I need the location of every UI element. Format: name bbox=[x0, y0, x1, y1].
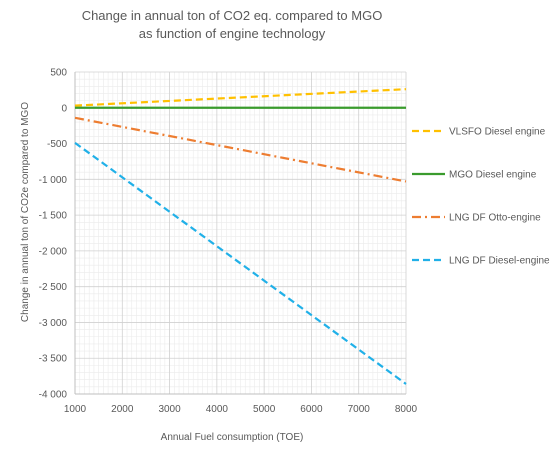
x-tick-label: 8000 bbox=[395, 404, 418, 415]
y-tick-label: -2 500 bbox=[39, 282, 68, 293]
chart-title-line-1: Change in annual ton of CO2 eq. compared… bbox=[82, 8, 383, 23]
series-line-vlsfo-diesel-engine bbox=[74, 88, 407, 107]
y-tick-label: -1 000 bbox=[39, 175, 68, 186]
grid bbox=[74, 71, 407, 395]
y-tick-label: -1 500 bbox=[39, 211, 68, 222]
series-line-lng-df-diesel-engine bbox=[74, 141, 407, 385]
x-tick-label: 6000 bbox=[300, 404, 323, 415]
series-lines bbox=[74, 88, 407, 385]
legend-label: LNG DF Otto-engine bbox=[449, 213, 541, 224]
legend-label: MGO Diesel engine bbox=[449, 170, 537, 181]
chart-text: Change in annual ton of CO2 eq. compared… bbox=[20, 8, 382, 443]
x-tick-label: 4000 bbox=[206, 404, 229, 415]
x-tick-label: 2000 bbox=[111, 404, 134, 415]
legend-label: VLSFO Diesel engine bbox=[449, 127, 546, 138]
x-tick-label: 3000 bbox=[158, 404, 181, 415]
axes bbox=[74, 72, 406, 395]
y-axis-label: Change in annual ton of CO2e compared to… bbox=[20, 102, 31, 322]
x-tick-label: 1000 bbox=[64, 404, 87, 415]
y-tick-label: 500 bbox=[50, 68, 67, 79]
series-line-lng-df-otto-engine bbox=[74, 116, 407, 183]
y-tick-label: -3 000 bbox=[39, 318, 68, 329]
legend: VLSFO Diesel engine MGO Diesel engine LNG … bbox=[412, 127, 550, 267]
chart-title-line-2: as function of engine technology bbox=[139, 26, 326, 41]
tick-labels: 5000-500-1 000-1 500-2 000-2 500-3 000-3… bbox=[39, 68, 418, 416]
y-tick-label: -4 000 bbox=[39, 390, 68, 401]
y-tick-label: 0 bbox=[61, 103, 67, 114]
legend-label: LNG DF Diesel-engine bbox=[449, 256, 550, 267]
x-axis-label: Annual Fuel consumption (TOE) bbox=[161, 432, 304, 443]
x-tick-label: 7000 bbox=[348, 404, 371, 415]
y-tick-label: -2 000 bbox=[39, 246, 68, 257]
y-tick-label: -500 bbox=[47, 139, 67, 150]
x-tick-label: 5000 bbox=[253, 404, 276, 415]
y-tick-label: -3 500 bbox=[39, 354, 68, 365]
